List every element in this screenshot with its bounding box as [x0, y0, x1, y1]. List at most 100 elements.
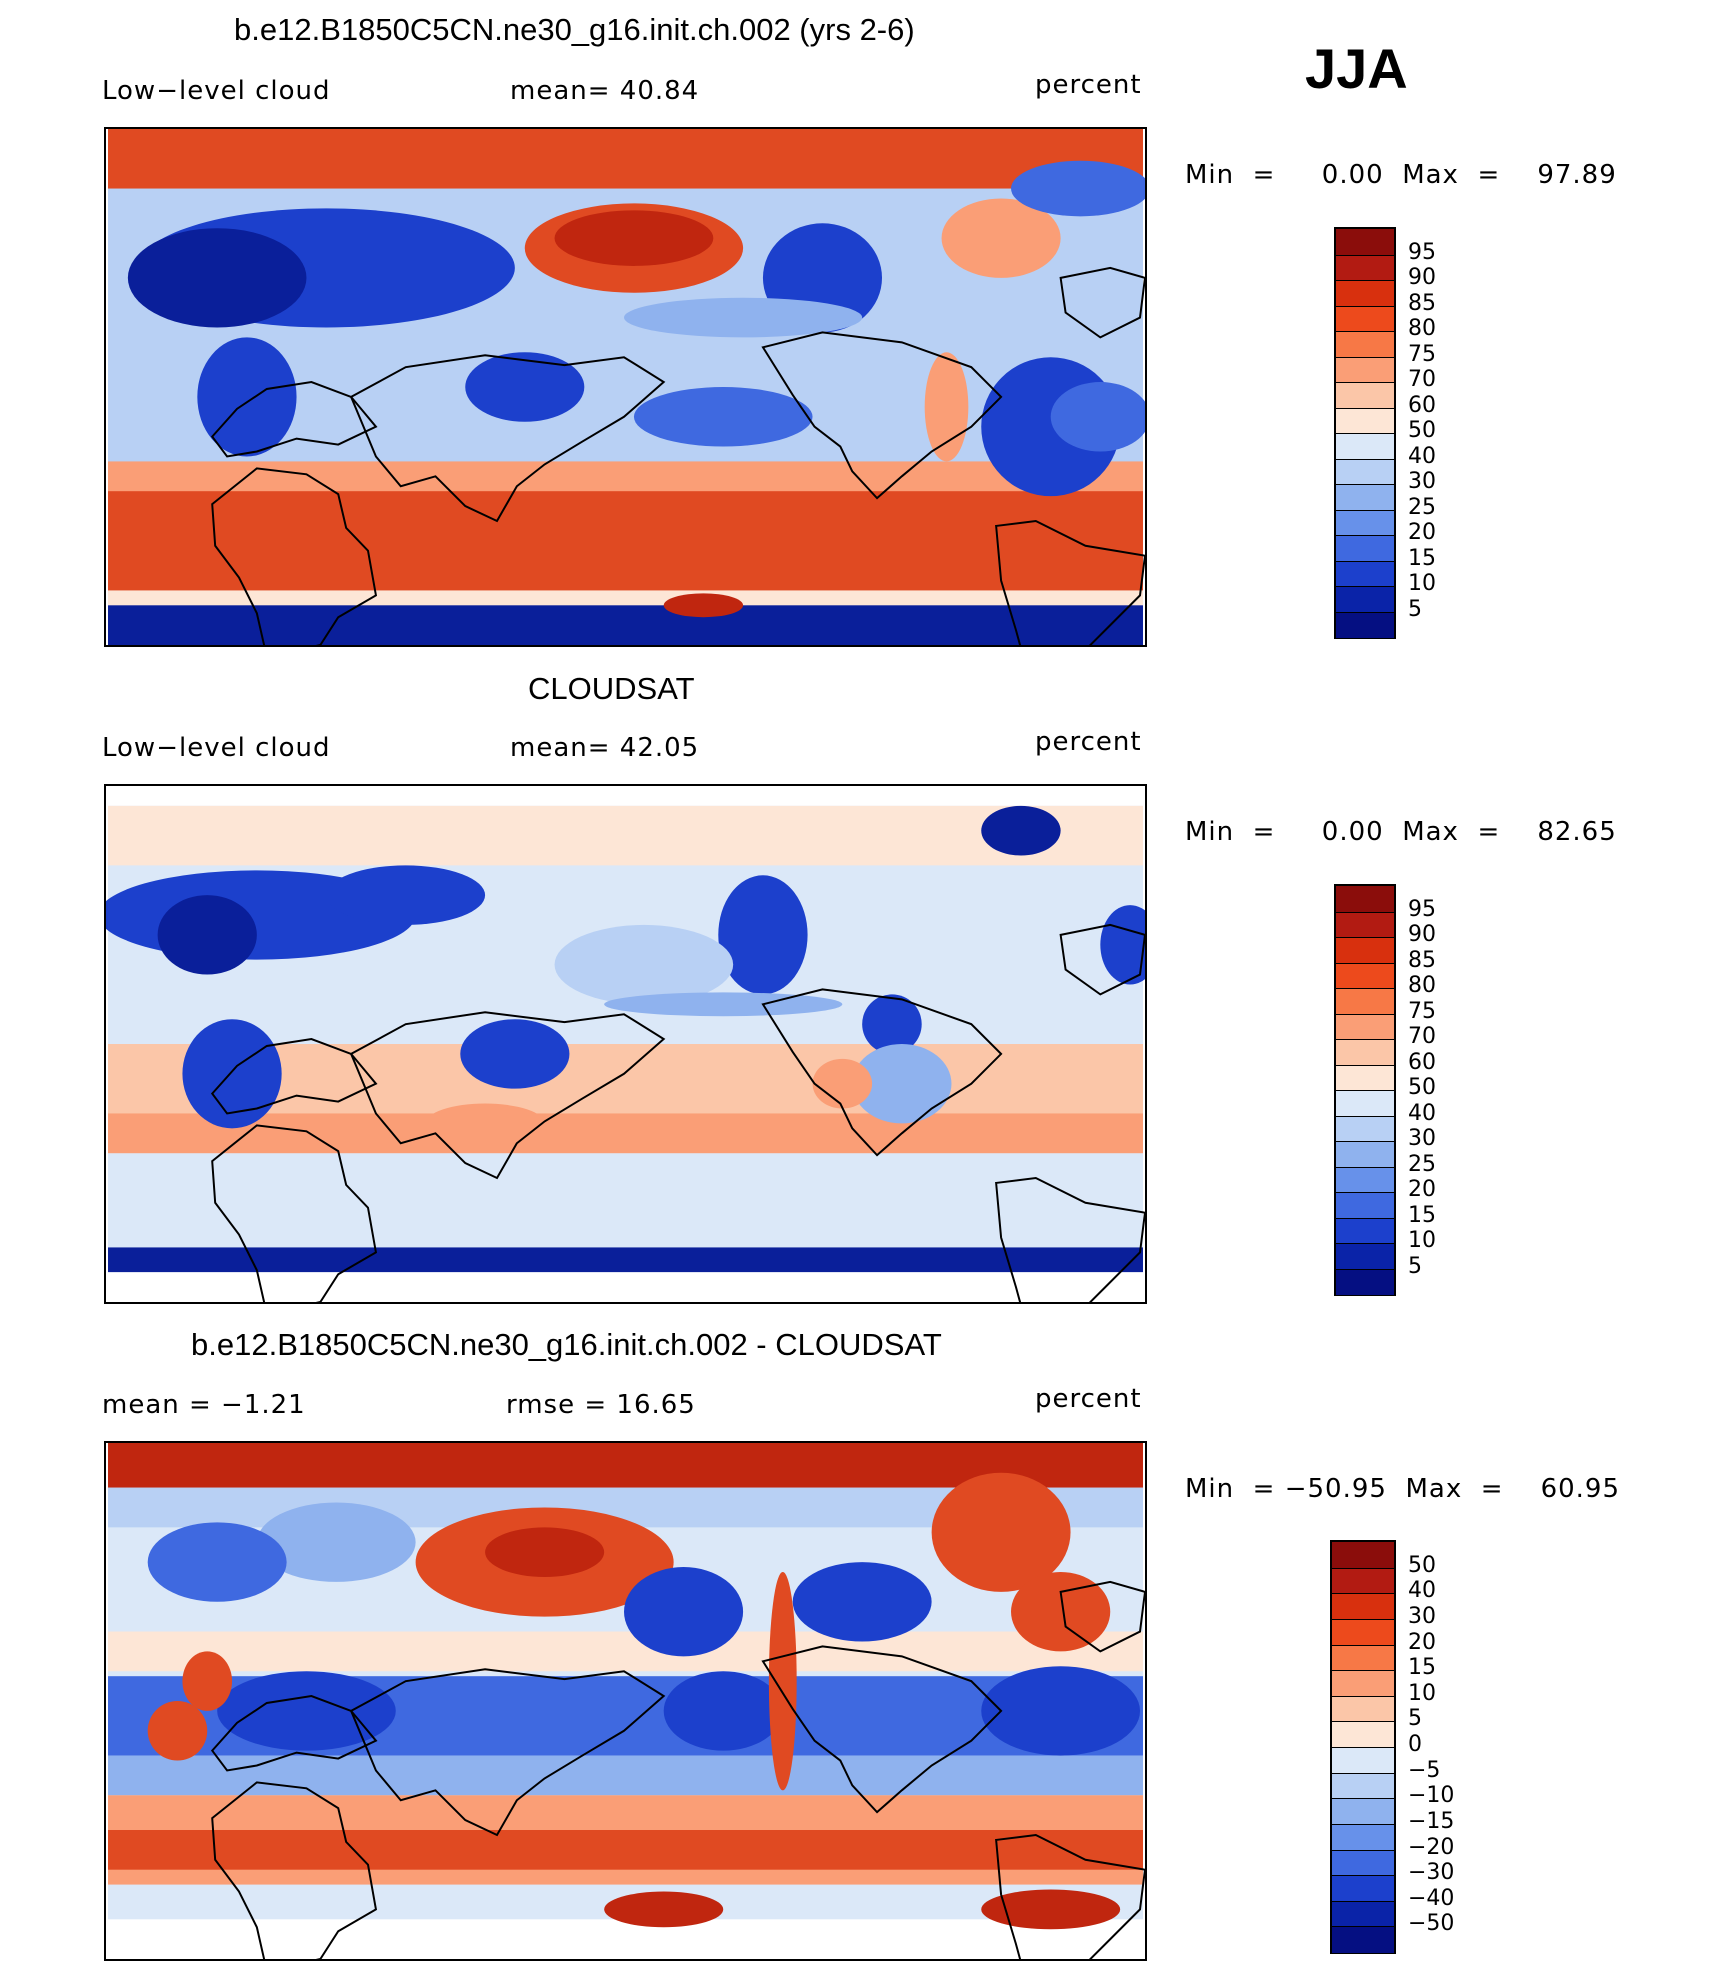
colorbar-segment [1336, 331, 1394, 357]
cloud-contour-region [127, 228, 307, 328]
colorbar-separator [1336, 1090, 1394, 1091]
colorbar-tick-label: 25 [1408, 494, 1436, 520]
colorbar-separator [1332, 1823, 1394, 1825]
panel-1-map [104, 127, 1147, 647]
colorbar-segment [1336, 962, 1394, 989]
colorbar-tick-label: 50 [1408, 418, 1436, 443]
cloud-contour-region [862, 994, 922, 1054]
coastline [211, 1781, 378, 1959]
cloud-contour-band [108, 1919, 1143, 1959]
colorbar-separator [1332, 1644, 1394, 1646]
colorbar-separator [1336, 1013, 1394, 1015]
colorbar-separator [1336, 509, 1394, 511]
panel-2-mean-label: mean= 42.05 [510, 733, 700, 763]
colorbar-separator [1336, 1141, 1394, 1142]
coastline [761, 331, 1003, 500]
colorbar-segment [1332, 1695, 1394, 1722]
colorbar-segment [1336, 937, 1394, 963]
cloud-contour-region [604, 1891, 724, 1928]
colorbar-segment [1336, 1064, 1394, 1091]
coastline [210, 1038, 378, 1115]
colorbar-separator [1332, 1567, 1394, 1569]
colorbar-segment [1332, 1593, 1394, 1620]
colorbar-tick-label: 10 [1408, 1228, 1436, 1253]
cloud-contour-region [460, 1019, 570, 1089]
colorbar-separator [1336, 382, 1394, 383]
colorbar-separator [1332, 1747, 1394, 1748]
colorbar-separator [1336, 1064, 1394, 1066]
colorbar-separator [1336, 305, 1394, 307]
coastline [1059, 266, 1145, 339]
panel-3-colorbar [1330, 1540, 1396, 1954]
panel-3-minmax: Min = −50.95 Max = 60.95 [1185, 1474, 1621, 1504]
colorbar-tick-label: −5 [1408, 1757, 1441, 1783]
coastline [210, 381, 378, 458]
colorbar-separator [1332, 1798, 1394, 1800]
colorbar-separator [1336, 611, 1394, 613]
colorbar-tick-label: 5 [1408, 1706, 1422, 1732]
coastline [349, 1668, 666, 1837]
colorbar-separator [1336, 1115, 1394, 1117]
colorbar-segment [1336, 886, 1394, 912]
cloud-contour-region [157, 895, 257, 975]
colorbar-segment [1336, 458, 1394, 485]
colorbar-segment [1336, 254, 1394, 281]
colorbar-separator [1336, 1243, 1394, 1244]
cloud-contour-region [718, 875, 808, 995]
colorbar-separator [1336, 280, 1394, 281]
colorbar-segment [1336, 535, 1394, 561]
cloud-contour-band [108, 1272, 1143, 1302]
cloud-contour-region [624, 297, 863, 338]
colorbar-segment [1332, 1567, 1394, 1594]
colorbar-tick-label: 40 [1408, 443, 1436, 469]
cloud-contour-band [108, 1830, 1143, 1870]
cloud-contour-region [256, 1502, 416, 1582]
panel-3-map [104, 1441, 1147, 1961]
coastline [995, 1833, 1145, 1959]
colorbar-tick-label: −30 [1408, 1860, 1455, 1886]
colorbar-separator [1332, 1875, 1394, 1877]
panel-2-map [104, 784, 1147, 1304]
colorbar-tick-label: 10 [1408, 571, 1436, 596]
panel-1-mean-label: mean= 40.84 [510, 76, 700, 106]
colorbar-segment [1336, 1217, 1394, 1244]
colorbar-tick-label: 5 [1408, 596, 1422, 622]
colorbar-separator [1336, 911, 1394, 913]
colorbar-tick-label: −40 [1408, 1885, 1455, 1911]
cloud-contour-region [663, 593, 744, 618]
cloud-contour-region [465, 352, 585, 422]
colorbar-separator [1336, 1217, 1394, 1219]
panel-2-minmax: Min = 0.00 Max = 82.65 [1185, 817, 1617, 847]
panel-2-colorbar [1334, 884, 1396, 1296]
colorbar-tick-label: 30 [1408, 469, 1436, 494]
colorbar-separator [1336, 1039, 1394, 1040]
colorbar-segment [1336, 1268, 1394, 1295]
colorbar-segment [1336, 484, 1394, 510]
colorbar-segment [1336, 509, 1394, 536]
cloud-contour-region [981, 1889, 1121, 1930]
colorbar-segment [1336, 1013, 1394, 1040]
colorbar-separator [1332, 1618, 1394, 1620]
colorbar-separator [1332, 1593, 1394, 1595]
colorbar-tick-label: 5 [1408, 1253, 1422, 1279]
cloud-contour-region [147, 1701, 208, 1761]
antarctic-band [108, 605, 1143, 645]
cloud-contour-region [812, 1058, 873, 1109]
colorbar-segment [1332, 1644, 1394, 1671]
colorbar-separator [1336, 962, 1394, 964]
arctic-cloud-band [108, 129, 1143, 189]
colorbar-tick-label: 70 [1408, 367, 1436, 392]
colorbar-tick-label: 95 [1408, 896, 1436, 922]
colorbar-separator [1332, 1721, 1394, 1723]
colorbar-separator [1336, 560, 1394, 562]
colorbar-separator [1336, 535, 1394, 536]
cloud-contour-band [108, 461, 1143, 492]
panel-3-mean-label: mean = −1.21 [102, 1390, 306, 1420]
coastline [1059, 1580, 1145, 1653]
cloud-contour-region [197, 337, 297, 457]
colorbar-segment [1336, 1243, 1394, 1269]
colorbar-tick-label: 15 [1408, 1202, 1436, 1228]
colorbar-segment [1332, 1721, 1394, 1748]
colorbar-separator [1336, 458, 1394, 460]
colorbar-separator [1336, 407, 1394, 409]
